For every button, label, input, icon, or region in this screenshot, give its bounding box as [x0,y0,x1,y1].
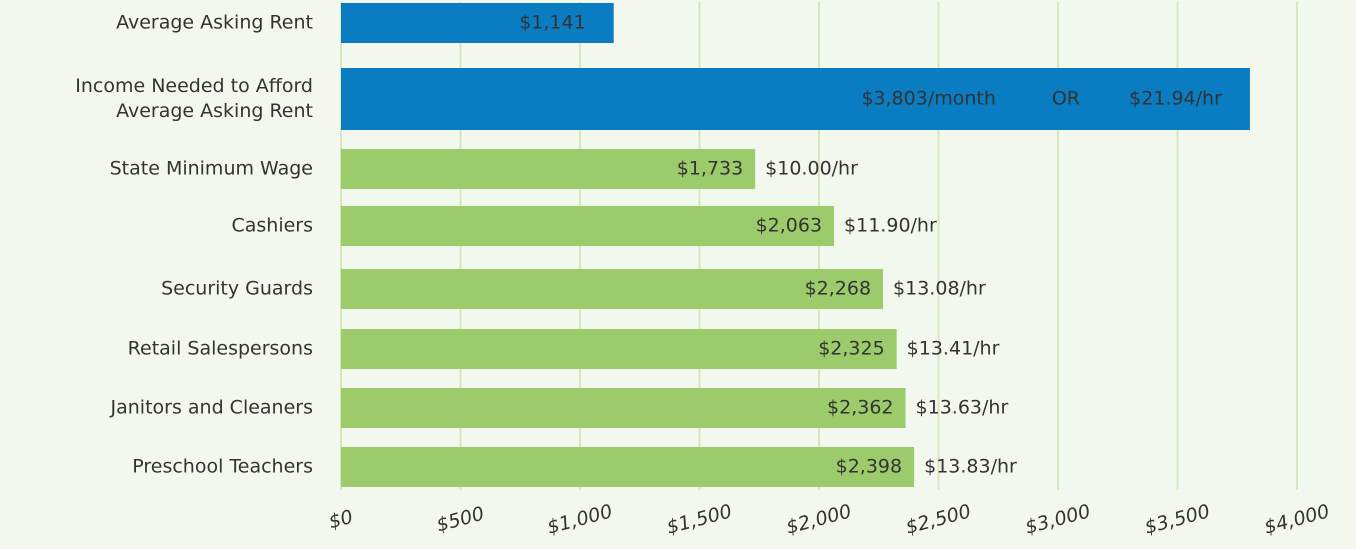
value-label: $2,063 [756,215,822,237]
value-label: $2,398 [836,456,902,478]
category-label: Retail Salespersons [127,337,313,360]
bar [341,149,756,189]
bar [341,447,915,487]
category-label: State Minimum Wage [109,157,313,180]
x-tick-label: $3,500 [1142,500,1212,538]
category-label: Preschool Teachers [132,455,313,478]
category-label: Cashiers [231,214,313,237]
or-label: OR [1052,88,1080,110]
value-label: $2,268 [805,278,871,300]
hourly-label: $13.83/hr [924,456,1017,478]
x-tick-label: $2,000 [784,500,854,538]
value-label: $1,141 [519,12,585,34]
bar [341,329,897,369]
value-label: $2,325 [818,338,884,360]
hourly-label: $13.08/hr [893,278,986,300]
value-label: $2,362 [827,397,893,419]
category-label: Average Asking Rent [116,11,313,34]
bar [341,269,884,309]
hourly-label: $13.41/hr [907,338,1000,360]
x-tick-label: $500 [434,503,486,537]
hourly-label: $10.00/hr [765,158,858,180]
bar [341,206,835,246]
category-label: Janitors and Cleaners [110,396,314,419]
x-tick-label: $2,500 [903,500,973,538]
value-label: $1,733 [677,158,743,180]
bar [341,68,1250,130]
hourly-label: $21.94/hr [1129,88,1222,110]
x-tick-label: $0 [326,506,355,534]
value-label: $3,803/month [861,88,996,110]
bar [341,3,614,43]
category-label: Income Needed to Afford Average Asking R… [75,75,313,122]
category-label: Security Guards [161,277,313,300]
hourly-label: $11.90/hr [844,215,937,237]
x-tick-label: $4,000 [1262,500,1332,538]
x-tick-label: $1,500 [664,500,734,538]
bar [341,388,906,428]
x-tick-label: $3,000 [1023,500,1093,538]
hourly-label: $13.63/hr [916,397,1009,419]
x-tick-label: $1,000 [545,500,615,538]
